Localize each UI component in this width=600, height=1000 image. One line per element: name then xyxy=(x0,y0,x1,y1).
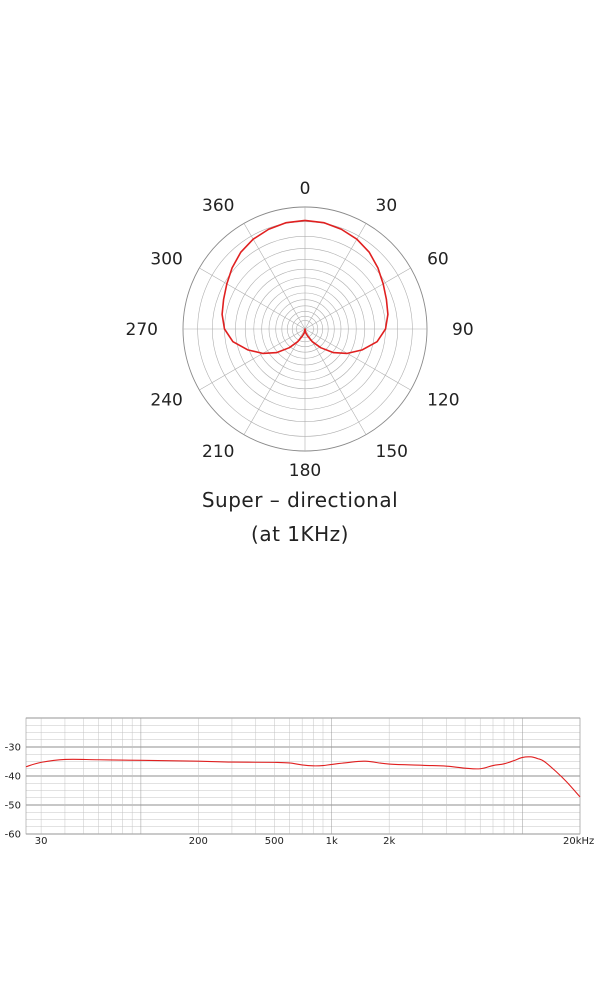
frequency-x-tick-label: 200 xyxy=(189,836,208,847)
polar-spoke xyxy=(243,328,306,435)
polar-angle-label: 60 xyxy=(427,250,449,270)
frequency-x-tick-label: 20kHz xyxy=(563,836,594,847)
frequency-x-tick-label: 1k xyxy=(326,836,338,847)
polar-angle-label: 30 xyxy=(376,196,398,216)
polar-spoke xyxy=(304,328,411,391)
polar-angle-label: 300 xyxy=(150,250,182,270)
polar-pattern-chart: 0 30 60 90 120 150 180 210 240 270 300 360 xyxy=(126,179,474,480)
polar-grid xyxy=(182,206,428,452)
polar-spoke xyxy=(199,328,306,391)
polar-spoke xyxy=(199,267,306,330)
frequency-grid xyxy=(25,717,581,835)
frequency-x-tick-label: 500 xyxy=(265,836,284,847)
frequency-x-tick-label: 30 xyxy=(35,836,48,847)
polar-angle-label: 0 xyxy=(300,179,311,199)
frequency-plot-frame xyxy=(25,717,581,835)
frequency-y-axis-labels: -30 -40 -50 -60 xyxy=(5,743,21,841)
frequency-y-tick-label: -40 xyxy=(5,772,21,783)
polar-angle-label: 120 xyxy=(427,391,459,411)
polar-angle-label: 210 xyxy=(202,442,234,462)
frequency-y-tick-label: -60 xyxy=(5,830,21,841)
frequency-x-axis-labels: 30 200 500 1k 2k 20kHz xyxy=(35,836,595,847)
frequency-y-tick-label: -50 xyxy=(5,801,21,812)
polar-angle-labels: 0 30 60 90 120 150 180 210 240 270 300 360 xyxy=(126,179,474,480)
polar-angle-label: 150 xyxy=(376,442,408,462)
polar-angle-label: 360 xyxy=(202,196,234,216)
polar-spoke xyxy=(304,223,367,330)
polar-angle-label: 90 xyxy=(452,320,474,340)
polar-caption-title: Super – directional xyxy=(201,488,399,512)
frequency-x-tick-label: 2k xyxy=(383,836,395,847)
polar-caption-subtitle: (at 1KHz) xyxy=(251,522,349,546)
polar-angle-label: 240 xyxy=(150,391,182,411)
polar-spoke xyxy=(304,267,411,330)
frequency-response-curve xyxy=(25,756,581,798)
polar-angle-label: 180 xyxy=(289,461,321,480)
frequency-response-chart: -30 -40 -50 -60 30 200 500 1k 2k 20kHz xyxy=(5,717,595,847)
polar-angle-label: 270 xyxy=(126,320,158,340)
polar-pattern-curve xyxy=(221,219,389,355)
polar-spoke xyxy=(304,328,367,435)
frequency-y-tick-label: -30 xyxy=(5,743,21,754)
polar-spoke xyxy=(243,223,306,330)
